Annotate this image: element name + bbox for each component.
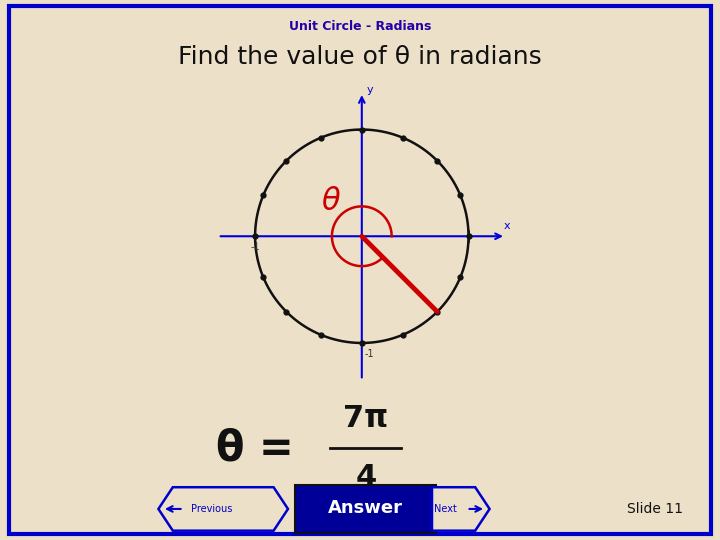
Text: Previous: Previous: [191, 504, 232, 514]
Text: Find the value of θ in radians: Find the value of θ in radians: [178, 45, 542, 69]
Polygon shape: [432, 487, 490, 531]
FancyBboxPatch shape: [295, 485, 436, 533]
Text: θ =: θ =: [216, 427, 294, 469]
Text: Next: Next: [434, 504, 457, 514]
Text: Answer: Answer: [328, 500, 403, 517]
FancyArrow shape: [230, 489, 266, 529]
Text: θ: θ: [321, 187, 340, 215]
Text: -1: -1: [251, 242, 260, 252]
Polygon shape: [158, 487, 288, 531]
Text: x: x: [504, 221, 510, 231]
Text: 4: 4: [355, 463, 377, 492]
FancyArrow shape: [432, 489, 464, 529]
Text: 7π: 7π: [343, 404, 388, 433]
Text: Slide 11: Slide 11: [627, 502, 683, 516]
Text: Unit Circle - Radians: Unit Circle - Radians: [289, 20, 431, 33]
Text: -1: -1: [364, 349, 374, 359]
Text: y: y: [367, 85, 374, 96]
